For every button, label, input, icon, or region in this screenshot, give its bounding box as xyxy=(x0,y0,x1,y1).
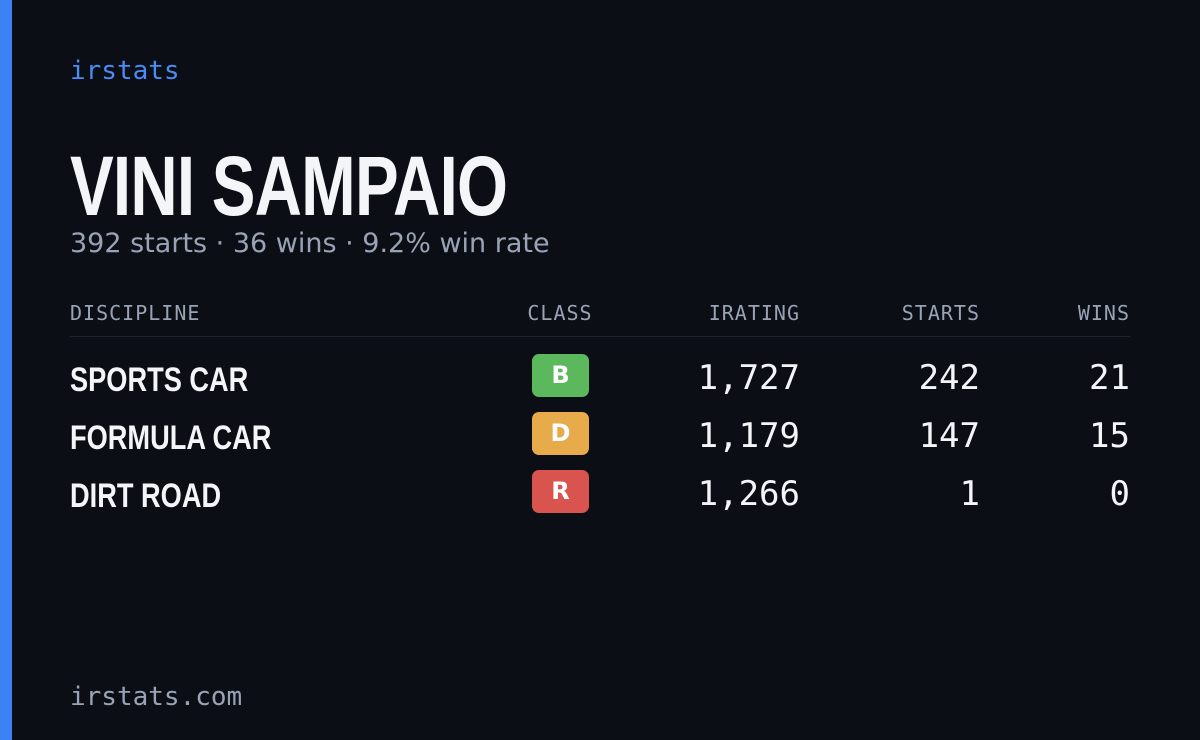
starts: 1 xyxy=(959,474,980,514)
discipline: SPORTS CAR xyxy=(70,361,249,399)
header: STARTS xyxy=(901,301,980,325)
divider xyxy=(70,336,1130,337)
header: CLASS xyxy=(527,301,593,325)
irating: 1,266 xyxy=(697,474,800,514)
discipline: FORMULA CAR xyxy=(70,419,272,457)
discipline: DIRT ROAD xyxy=(70,477,222,515)
class-badge: R xyxy=(532,470,589,513)
player-summary: 392 starts · 36 wins · 9.2% win rate xyxy=(70,228,550,259)
header: WINS xyxy=(1077,301,1130,325)
brand: irstats xyxy=(70,56,180,86)
wins: 21 xyxy=(1089,358,1130,398)
header: IRATING xyxy=(708,301,800,325)
starts: 242 xyxy=(918,358,980,398)
class-badge: D xyxy=(532,412,589,455)
starts: 147 xyxy=(918,416,980,456)
class-badge: B xyxy=(532,354,589,397)
accent-bar xyxy=(0,0,12,740)
irating: 1,179 xyxy=(697,416,800,456)
wins: 15 xyxy=(1089,416,1130,456)
footer: irstats.com xyxy=(70,682,243,712)
wins: 0 xyxy=(1109,474,1130,514)
header: DISCIPLINE xyxy=(70,301,201,325)
player-name: VINI SAMPAIO xyxy=(70,139,508,233)
irating: 1,727 xyxy=(697,358,800,398)
